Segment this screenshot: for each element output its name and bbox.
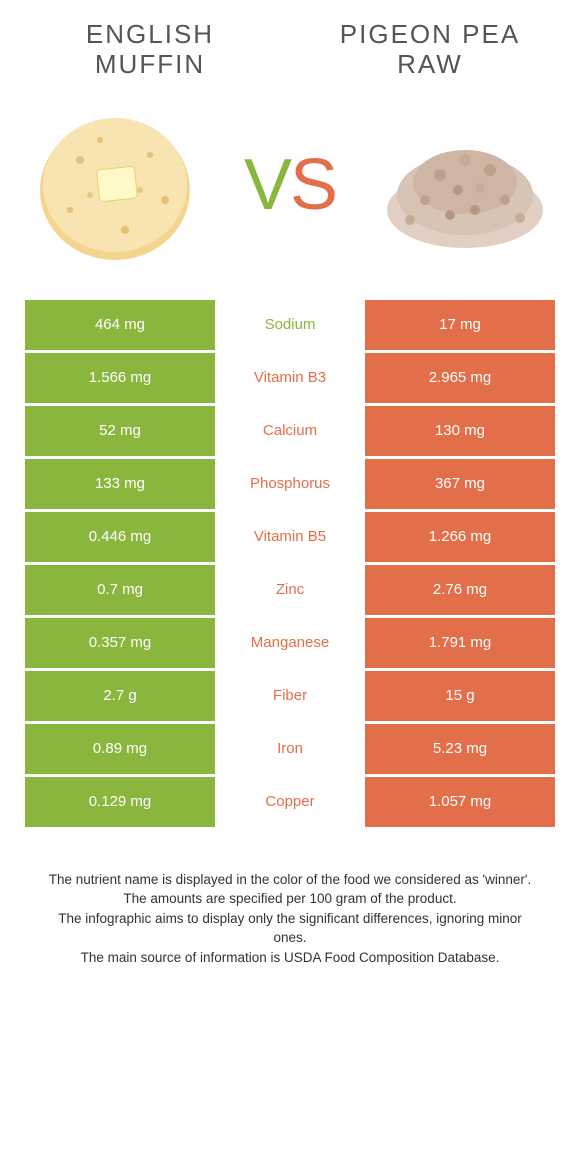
- footer-line-3: The infographic aims to display only the…: [40, 909, 540, 948]
- nutrient-label: Calcium: [215, 406, 365, 456]
- nutrient-label: Copper: [215, 777, 365, 827]
- left-value: 0.89 mg: [25, 724, 215, 774]
- right-value: 130 mg: [365, 406, 555, 456]
- left-food-title: ENGLISH MUFFIN: [50, 20, 250, 80]
- vs-row: VS: [20, 90, 560, 300]
- nutrient-label: Vitamin B3: [215, 353, 365, 403]
- right-value: 1.266 mg: [365, 512, 555, 562]
- right-value: 5.23 mg: [365, 724, 555, 774]
- footer-notes: The nutrient name is displayed in the co…: [20, 830, 560, 968]
- footer-line-1: The nutrient name is displayed in the co…: [40, 870, 540, 890]
- nutrient-label: Sodium: [215, 300, 365, 350]
- left-value: 0.7 mg: [25, 565, 215, 615]
- right-food-title: PIGEON PEA RAW: [330, 20, 530, 80]
- left-value: 0.446 mg: [25, 512, 215, 562]
- table-row: 0.7 mgZinc2.76 mg: [25, 565, 555, 615]
- english-muffin-image: [30, 100, 200, 270]
- footer-line-4: The main source of information is USDA F…: [40, 948, 540, 968]
- left-value: 464 mg: [25, 300, 215, 350]
- left-value: 133 mg: [25, 459, 215, 509]
- table-row: 52 mgCalcium130 mg: [25, 406, 555, 456]
- pigeon-pea-image: [380, 100, 550, 270]
- table-row: 464 mgSodium17 mg: [25, 300, 555, 350]
- left-value: 0.357 mg: [25, 618, 215, 668]
- header: ENGLISH MUFFIN PIGEON PEA RAW: [20, 20, 560, 90]
- left-value: 0.129 mg: [25, 777, 215, 827]
- right-value: 17 mg: [365, 300, 555, 350]
- left-value: 52 mg: [25, 406, 215, 456]
- nutrient-label: Vitamin B5: [215, 512, 365, 562]
- right-value: 2.965 mg: [365, 353, 555, 403]
- right-value: 367 mg: [365, 459, 555, 509]
- nutrient-label: Phosphorus: [215, 459, 365, 509]
- footer-line-2: The amounts are specified per 100 gram o…: [40, 889, 540, 909]
- muffin-icon: [30, 100, 200, 270]
- vs-label: VS: [244, 144, 336, 226]
- vs-v: V: [244, 145, 290, 225]
- vs-s: S: [290, 145, 336, 225]
- nutrient-label: Zinc: [215, 565, 365, 615]
- nutrient-table: 464 mgSodium17 mg1.566 mgVitamin B32.965…: [20, 300, 560, 827]
- right-value: 1.791 mg: [365, 618, 555, 668]
- nutrient-label: Fiber: [215, 671, 365, 721]
- right-value: 2.76 mg: [365, 565, 555, 615]
- table-row: 133 mgPhosphorus367 mg: [25, 459, 555, 509]
- table-row: 1.566 mgVitamin B32.965 mg: [25, 353, 555, 403]
- right-value: 1.057 mg: [365, 777, 555, 827]
- left-value: 2.7 g: [25, 671, 215, 721]
- table-row: 0.129 mgCopper1.057 mg: [25, 777, 555, 827]
- table-row: 0.446 mgVitamin B51.266 mg: [25, 512, 555, 562]
- nutrient-label: Iron: [215, 724, 365, 774]
- table-row: 0.357 mgManganese1.791 mg: [25, 618, 555, 668]
- right-value: 15 g: [365, 671, 555, 721]
- table-row: 0.89 mgIron5.23 mg: [25, 724, 555, 774]
- pea-pile-icon: [380, 100, 550, 270]
- left-value: 1.566 mg: [25, 353, 215, 403]
- table-row: 2.7 gFiber15 g: [25, 671, 555, 721]
- nutrient-label: Manganese: [215, 618, 365, 668]
